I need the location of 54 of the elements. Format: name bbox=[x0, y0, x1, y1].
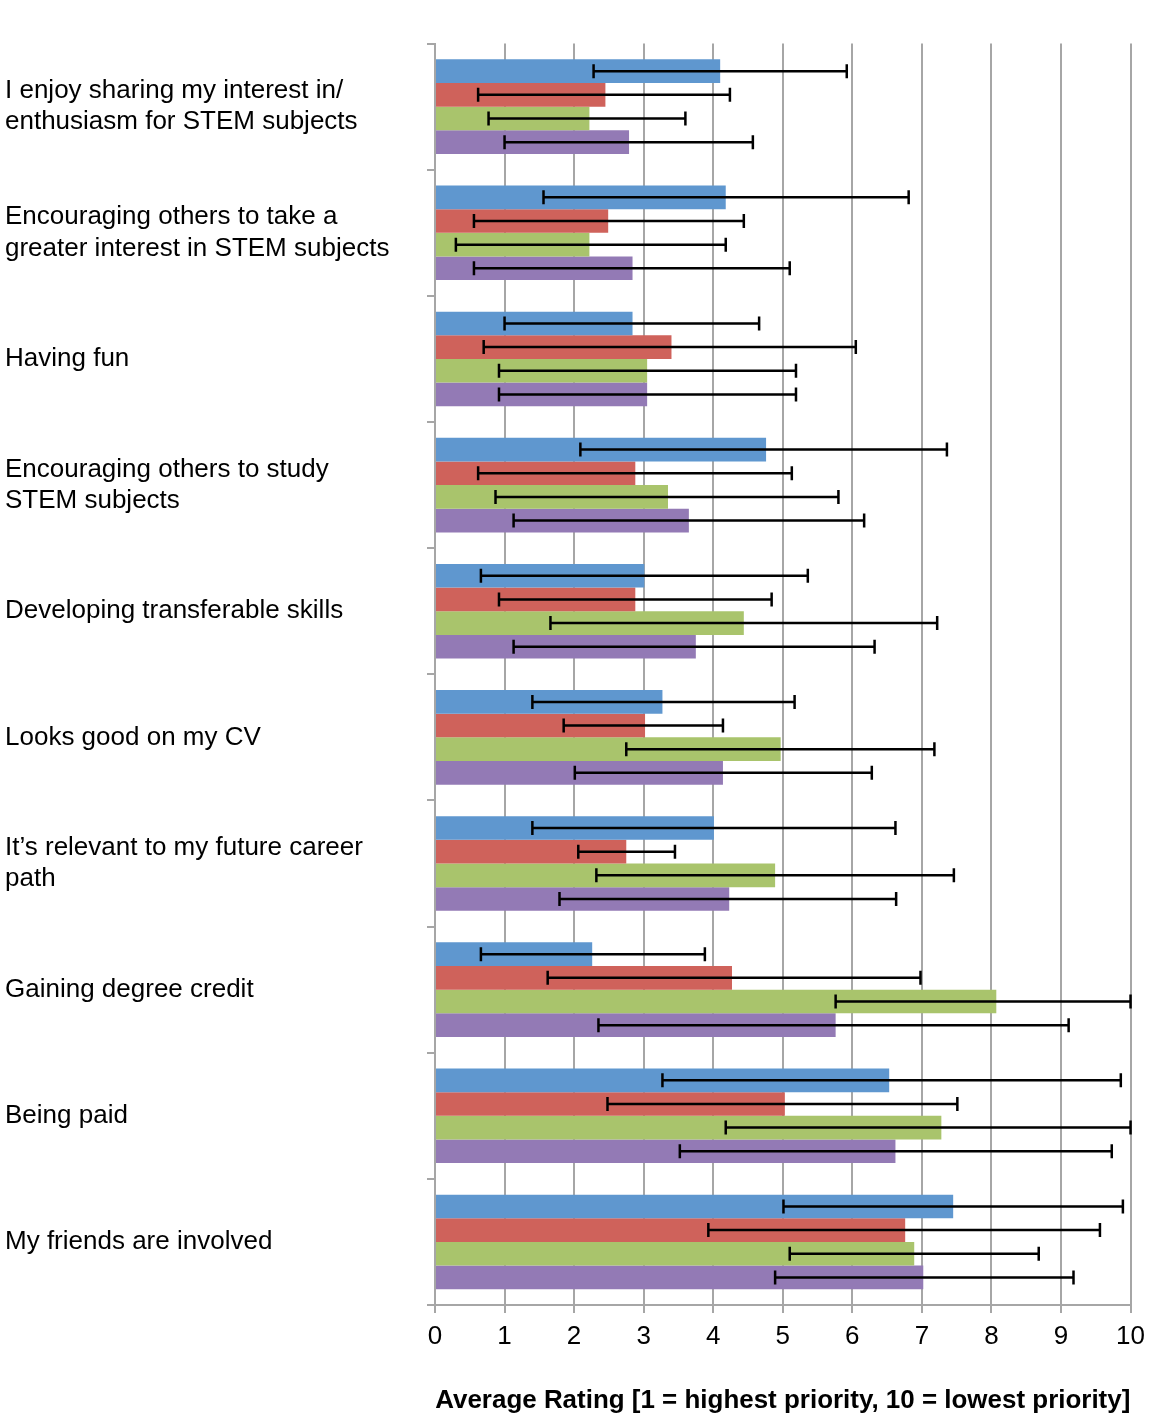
bar bbox=[436, 256, 633, 281]
bar bbox=[436, 1068, 890, 1093]
y-tick-label: Having fun bbox=[5, 342, 130, 373]
bar bbox=[436, 335, 672, 359]
y-tick-label: Being paid bbox=[5, 1098, 128, 1129]
bar bbox=[436, 83, 606, 107]
bar bbox=[436, 1194, 954, 1219]
y-tick-label: It’s relevant to my future career path bbox=[5, 831, 364, 893]
x-tick-label: 0 bbox=[427, 1319, 443, 1350]
x-tick-label: 2 bbox=[566, 1319, 582, 1350]
x-tick-label: 5 bbox=[775, 1319, 790, 1350]
bar bbox=[436, 839, 627, 864]
x-tick-label: 9 bbox=[1053, 1319, 1069, 1350]
bar bbox=[436, 966, 732, 990]
bar bbox=[436, 1092, 785, 1116]
bar bbox=[436, 1241, 915, 1266]
x-tick-label: 1 bbox=[497, 1319, 512, 1350]
bar bbox=[436, 989, 997, 1014]
y-tick-label: My friends are involved bbox=[5, 1225, 273, 1256]
bar bbox=[436, 59, 721, 84]
bar bbox=[436, 887, 730, 911]
x-tick-label: 7 bbox=[914, 1319, 930, 1350]
bar bbox=[436, 437, 767, 462]
x-axis-title: Average Rating [1 = highest priority, 10 = lowest priority] bbox=[435, 1383, 1131, 1414]
x-tick-label: 6 bbox=[845, 1319, 860, 1350]
bar bbox=[436, 737, 781, 762]
bar bbox=[436, 611, 744, 635]
bar bbox=[436, 1265, 924, 1290]
bar bbox=[436, 1218, 906, 1242]
bar bbox=[436, 713, 646, 738]
bar bbox=[436, 690, 663, 714]
bar bbox=[436, 130, 630, 154]
x-tick-label: 10 bbox=[1116, 1319, 1145, 1350]
bar bbox=[436, 761, 723, 785]
bar bbox=[436, 634, 696, 659]
y-tick-label: Encouraging others to study STEM subjects bbox=[5, 452, 329, 514]
bar bbox=[436, 1115, 942, 1140]
bar bbox=[436, 1139, 896, 1164]
bar bbox=[436, 863, 776, 888]
bar bbox=[436, 816, 714, 840]
bar bbox=[436, 209, 609, 233]
bar bbox=[436, 1013, 836, 1037]
bar bbox=[436, 485, 669, 509]
bar bbox=[436, 942, 593, 966]
y-tick-label: Encouraging others to take a greater interest in STEM subjects bbox=[5, 200, 390, 262]
bar bbox=[436, 358, 648, 383]
y-tick-label: Developing transferable skills bbox=[5, 594, 344, 625]
x-tick-label: 3 bbox=[636, 1319, 651, 1350]
x-tick-label: 8 bbox=[984, 1319, 999, 1350]
y-tick-label: I enjoy sharing my interest in/ enthusiasm for STEM subjects bbox=[5, 74, 358, 136]
x-tick-label: 4 bbox=[705, 1319, 721, 1350]
y-tick-label: Looks good on my CV bbox=[5, 720, 262, 751]
bar bbox=[436, 563, 645, 588]
y-tick-label: Gaining degree credit bbox=[5, 972, 255, 1003]
